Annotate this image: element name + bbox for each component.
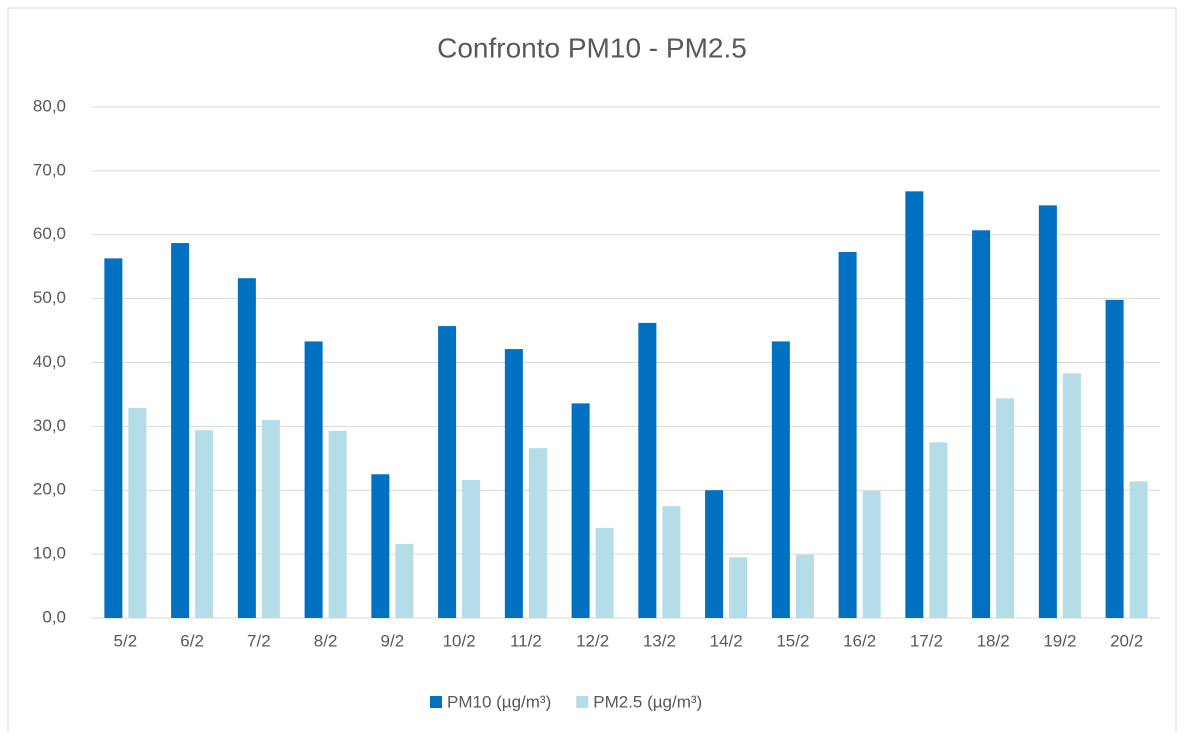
bar <box>171 243 190 618</box>
bar <box>304 341 323 618</box>
x-tick-label: 8/2 <box>314 631 338 650</box>
x-tick-label: 12/2 <box>576 631 609 650</box>
bar <box>905 191 924 618</box>
bar <box>438 326 457 618</box>
x-tick-label: 14/2 <box>710 631 743 650</box>
x-tick-label: 7/2 <box>247 631 271 650</box>
bar <box>104 258 123 618</box>
y-tick-label: 10,0 <box>33 544 66 563</box>
bar <box>328 430 347 618</box>
bar <box>128 407 147 618</box>
legend-label: PM2.5 (µg/m³) <box>593 692 702 711</box>
y-tick-label: 0,0 <box>42 607 66 626</box>
x-tick-label: 20/2 <box>1110 631 1143 650</box>
bar <box>771 341 790 618</box>
x-tick-label: 19/2 <box>1043 631 1076 650</box>
y-tick-label: 70,0 <box>33 160 66 179</box>
chart-title: Confronto PM10 - PM2.5 <box>437 32 747 63</box>
bar <box>1062 373 1081 618</box>
bar <box>462 480 481 618</box>
bar <box>705 490 724 618</box>
bar <box>972 230 991 618</box>
bar <box>795 554 814 618</box>
bar <box>729 557 748 618</box>
bar <box>929 442 948 618</box>
bar <box>862 490 881 618</box>
x-tick-label: 13/2 <box>643 631 676 650</box>
bar <box>1129 481 1148 618</box>
bar <box>1038 205 1057 618</box>
y-tick-label: 40,0 <box>33 352 66 371</box>
x-tick-label: 9/2 <box>381 631 405 650</box>
y-tick-label: 20,0 <box>33 480 66 499</box>
bar <box>996 398 1015 618</box>
x-tick-label: 5/2 <box>114 631 138 650</box>
x-tick-label: 17/2 <box>910 631 943 650</box>
x-tick-label: 10/2 <box>443 631 476 650</box>
y-tick-label: 30,0 <box>33 416 66 435</box>
legend-label: PM10 (µg/m³) <box>447 692 551 711</box>
y-tick-label: 80,0 <box>33 96 66 115</box>
bar <box>371 474 390 618</box>
legend-swatch <box>430 696 442 708</box>
x-tick-label: 11/2 <box>510 631 542 650</box>
y-tick-label: 50,0 <box>33 288 66 307</box>
x-tick-label: 6/2 <box>180 631 204 650</box>
bar <box>237 278 256 618</box>
bar <box>571 403 590 618</box>
bar <box>504 349 523 618</box>
bar <box>662 506 681 618</box>
x-tick-label: 18/2 <box>977 631 1010 650</box>
bar <box>395 543 414 618</box>
x-tick-label: 16/2 <box>843 631 876 650</box>
bar <box>595 527 614 618</box>
legend-swatch <box>576 696 589 708</box>
bar <box>195 430 214 618</box>
x-tick-label: 15/2 <box>776 631 809 650</box>
y-tick-label: 60,0 <box>33 224 66 243</box>
bar <box>528 448 547 618</box>
bar <box>261 419 280 618</box>
bar <box>638 322 657 618</box>
bar <box>1105 299 1124 618</box>
bar <box>838 251 857 618</box>
